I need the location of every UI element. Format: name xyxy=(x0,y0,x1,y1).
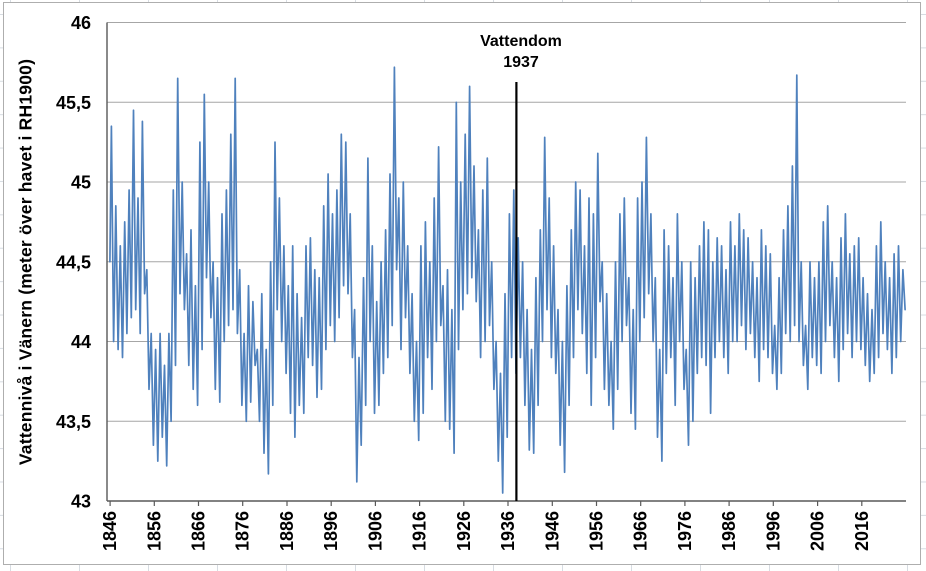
y-tick-label: 45 xyxy=(71,173,91,193)
x-tick-label: 1846 xyxy=(100,511,120,551)
x-tick-label: 1956 xyxy=(587,511,607,551)
x-tick-label: 1896 xyxy=(321,511,341,551)
x-tick-label: 1936 xyxy=(498,511,518,551)
x-tick-label: 1916 xyxy=(410,511,430,551)
x-tick-label: 1996 xyxy=(763,511,783,551)
x-tick-label: 1966 xyxy=(631,511,651,551)
x-tick-label: 1866 xyxy=(189,511,209,551)
annotation-vattendom: Vattendom 1937 xyxy=(480,31,562,73)
x-tick-label: 1856 xyxy=(144,511,164,551)
water-level-series xyxy=(109,66,906,494)
y-tick-label: 44,5 xyxy=(56,252,91,272)
x-tick-label: 1976 xyxy=(675,511,695,551)
x-tick-label: 1946 xyxy=(542,511,562,551)
annotation-title: Vattendom xyxy=(480,33,562,50)
annotation-year: 1937 xyxy=(503,54,539,71)
x-tick-label: 1986 xyxy=(719,511,739,551)
x-tick-label: 1906 xyxy=(365,511,385,551)
y-tick-label: 45,5 xyxy=(56,93,91,113)
x-tick-label: 1876 xyxy=(233,511,253,551)
y-tick-label: 44 xyxy=(71,332,91,352)
x-tick-label: 1926 xyxy=(454,511,474,551)
x-tick-label: 2006 xyxy=(808,511,828,551)
y-tick-label: 43,5 xyxy=(56,412,91,432)
x-tick-label: 2016 xyxy=(852,511,872,551)
y-tick-label: 43 xyxy=(71,492,91,512)
y-tick-label: 46 xyxy=(71,13,91,33)
x-tick-label: 1886 xyxy=(277,511,297,551)
